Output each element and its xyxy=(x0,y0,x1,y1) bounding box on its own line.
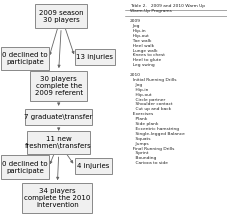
Text: 0 declined to
participate: 0 declined to participate xyxy=(2,161,48,174)
FancyBboxPatch shape xyxy=(1,47,49,70)
FancyBboxPatch shape xyxy=(25,109,92,125)
Text: 0 declined to
participate: 0 declined to participate xyxy=(2,52,48,65)
FancyBboxPatch shape xyxy=(27,131,90,154)
FancyBboxPatch shape xyxy=(30,71,87,101)
Text: Table 2.   2009 and 2010 Warm Up
Warm-Up Programs

2009
  Jog
  Hip-in
  Hip-out: Table 2. 2009 and 2010 Warm Up Warm-Up P… xyxy=(130,4,205,165)
FancyBboxPatch shape xyxy=(1,155,49,179)
FancyBboxPatch shape xyxy=(75,158,112,174)
Text: 11 new
freshmen\transfers: 11 new freshmen\transfers xyxy=(25,136,92,149)
Text: 2009 season
30 players: 2009 season 30 players xyxy=(39,10,84,23)
Text: 4 injuries: 4 injuries xyxy=(77,163,110,169)
Text: 13 injuries: 13 injuries xyxy=(76,54,113,60)
Text: 30 players
complete the
2009 referent: 30 players complete the 2009 referent xyxy=(35,76,83,96)
FancyBboxPatch shape xyxy=(35,4,87,28)
Text: 34 players
complete the 2010
intervention: 34 players complete the 2010 interventio… xyxy=(24,188,91,208)
Text: 7 graduate\transfer: 7 graduate\transfer xyxy=(25,114,93,120)
FancyBboxPatch shape xyxy=(75,49,115,65)
FancyBboxPatch shape xyxy=(22,183,92,213)
